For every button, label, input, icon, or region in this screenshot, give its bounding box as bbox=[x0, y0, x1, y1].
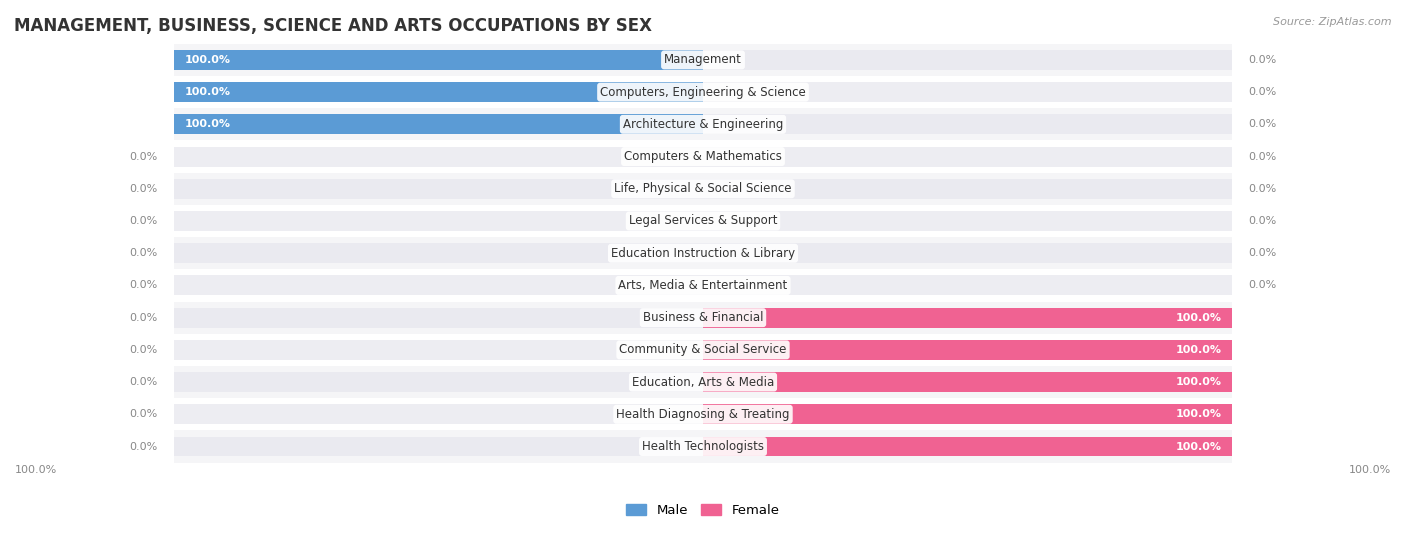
Text: Computers & Mathematics: Computers & Mathematics bbox=[624, 150, 782, 163]
Bar bbox=[703, 437, 1232, 457]
Text: 0.0%: 0.0% bbox=[129, 184, 157, 194]
Text: Arts, Media & Entertainment: Arts, Media & Entertainment bbox=[619, 279, 787, 292]
Text: Legal Services & Support: Legal Services & Support bbox=[628, 215, 778, 228]
Text: Source: ZipAtlas.com: Source: ZipAtlas.com bbox=[1274, 17, 1392, 27]
Bar bbox=[174, 269, 1232, 301]
Bar bbox=[703, 372, 1232, 392]
Bar bbox=[174, 243, 703, 263]
Bar bbox=[703, 340, 1232, 360]
Text: 0.0%: 0.0% bbox=[129, 377, 157, 387]
Text: Business & Financial: Business & Financial bbox=[643, 311, 763, 324]
Bar bbox=[174, 179, 703, 199]
Bar bbox=[703, 404, 1232, 424]
Bar bbox=[174, 430, 1232, 463]
Text: 0.0%: 0.0% bbox=[129, 312, 157, 323]
Text: Life, Physical & Social Science: Life, Physical & Social Science bbox=[614, 182, 792, 195]
Bar bbox=[703, 211, 1232, 231]
Text: 0.0%: 0.0% bbox=[129, 409, 157, 419]
Bar bbox=[703, 437, 1232, 457]
Bar bbox=[703, 372, 1232, 392]
Bar bbox=[174, 115, 703, 134]
Bar bbox=[703, 307, 1232, 328]
Text: Education, Arts & Media: Education, Arts & Media bbox=[631, 376, 775, 389]
Bar bbox=[703, 179, 1232, 199]
Bar bbox=[174, 82, 703, 102]
Text: 0.0%: 0.0% bbox=[1249, 119, 1277, 129]
Text: 100.0%: 100.0% bbox=[184, 87, 231, 97]
Legend: Male, Female: Male, Female bbox=[621, 498, 785, 522]
Text: Health Technologists: Health Technologists bbox=[643, 440, 763, 453]
Text: Architecture & Engineering: Architecture & Engineering bbox=[623, 118, 783, 131]
Text: 100.0%: 100.0% bbox=[1175, 409, 1222, 419]
Text: Health Diagnosing & Treating: Health Diagnosing & Treating bbox=[616, 408, 790, 421]
Bar bbox=[174, 205, 1232, 237]
Bar bbox=[174, 404, 703, 424]
Bar bbox=[174, 372, 703, 392]
Text: 100.0%: 100.0% bbox=[1175, 377, 1222, 387]
Bar bbox=[174, 82, 703, 102]
Bar bbox=[703, 82, 1232, 102]
Text: 100.0%: 100.0% bbox=[184, 119, 231, 129]
Text: 100.0%: 100.0% bbox=[1175, 345, 1222, 355]
Bar bbox=[174, 276, 703, 295]
Bar bbox=[174, 237, 1232, 269]
Bar bbox=[174, 44, 1232, 76]
Text: 0.0%: 0.0% bbox=[1249, 151, 1277, 162]
Bar bbox=[703, 50, 1232, 70]
Bar bbox=[174, 307, 703, 328]
Text: 0.0%: 0.0% bbox=[1249, 281, 1277, 291]
Text: 0.0%: 0.0% bbox=[129, 281, 157, 291]
Text: 0.0%: 0.0% bbox=[129, 345, 157, 355]
Bar bbox=[174, 76, 1232, 108]
Text: 100.0%: 100.0% bbox=[15, 465, 58, 475]
Text: 0.0%: 0.0% bbox=[129, 442, 157, 452]
Bar bbox=[703, 243, 1232, 263]
Text: 0.0%: 0.0% bbox=[1249, 216, 1277, 226]
Bar bbox=[174, 115, 703, 134]
Bar bbox=[174, 301, 1232, 334]
Text: Education Instruction & Library: Education Instruction & Library bbox=[612, 247, 794, 260]
Bar bbox=[174, 398, 1232, 430]
Bar bbox=[174, 50, 703, 70]
Text: 0.0%: 0.0% bbox=[129, 151, 157, 162]
Bar bbox=[174, 140, 1232, 173]
Text: 0.0%: 0.0% bbox=[129, 216, 157, 226]
Text: 0.0%: 0.0% bbox=[1249, 184, 1277, 194]
Bar bbox=[703, 276, 1232, 295]
Bar bbox=[174, 334, 1232, 366]
Bar bbox=[174, 50, 703, 70]
Bar bbox=[703, 307, 1232, 328]
Text: 100.0%: 100.0% bbox=[1175, 442, 1222, 452]
Bar bbox=[174, 211, 703, 231]
Bar bbox=[703, 115, 1232, 134]
Text: 100.0%: 100.0% bbox=[1175, 312, 1222, 323]
Text: Management: Management bbox=[664, 54, 742, 67]
Bar bbox=[174, 366, 1232, 398]
Bar bbox=[703, 340, 1232, 360]
Text: 0.0%: 0.0% bbox=[1249, 55, 1277, 65]
Text: MANAGEMENT, BUSINESS, SCIENCE AND ARTS OCCUPATIONS BY SEX: MANAGEMENT, BUSINESS, SCIENCE AND ARTS O… bbox=[14, 17, 652, 35]
Bar bbox=[174, 146, 703, 167]
Bar bbox=[174, 173, 1232, 205]
Text: 0.0%: 0.0% bbox=[129, 248, 157, 258]
Bar bbox=[174, 437, 703, 457]
Text: Community & Social Service: Community & Social Service bbox=[619, 343, 787, 356]
Bar bbox=[703, 146, 1232, 167]
Text: Computers, Engineering & Science: Computers, Engineering & Science bbox=[600, 86, 806, 98]
Text: 100.0%: 100.0% bbox=[1348, 465, 1391, 475]
Text: 0.0%: 0.0% bbox=[1249, 87, 1277, 97]
Text: 100.0%: 100.0% bbox=[184, 55, 231, 65]
Text: 0.0%: 0.0% bbox=[1249, 248, 1277, 258]
Bar bbox=[174, 340, 703, 360]
Bar bbox=[703, 404, 1232, 424]
Bar bbox=[174, 108, 1232, 140]
